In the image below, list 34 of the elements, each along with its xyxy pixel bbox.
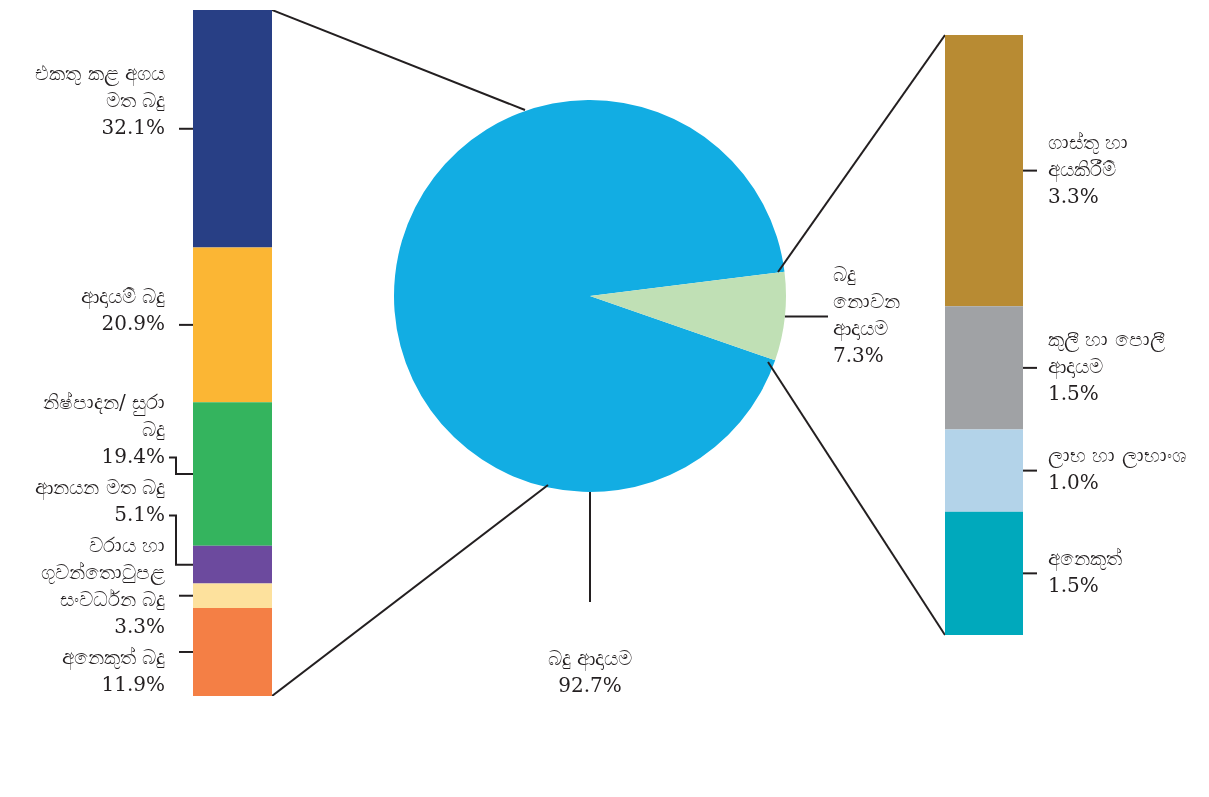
- data-label: 1.5%: [1048, 573, 1099, 598]
- series-label: නිෂ්පාදන/ සුරා බදු: [42, 389, 165, 441]
- data-label: 7.3%: [833, 343, 884, 368]
- bar: [945, 35, 1023, 307]
- data-label: 1.0%: [1048, 470, 1099, 495]
- data-label: 20.9%: [101, 311, 165, 336]
- series-label: අනෙකුත්: [1048, 546, 1122, 572]
- bar: [193, 10, 272, 248]
- bar: [193, 247, 272, 403]
- data-label: 19.4%: [101, 443, 165, 468]
- data-label: 11.9%: [101, 671, 165, 696]
- slice-label: බදු ආදායම: [547, 646, 633, 672]
- series-label: ගාස්තු හා අයකිරීම්: [1048, 129, 1129, 182]
- data-label: 5.1%: [114, 501, 165, 526]
- data-label: 3.3%: [1048, 183, 1099, 208]
- text: ආනයන මත බදු: [35, 474, 165, 500]
- series-label: එකතු කළ අගය මත බදු: [35, 60, 165, 112]
- series-label: ආදායම් බදු: [80, 284, 165, 310]
- data-label: 3.3%: [114, 613, 165, 638]
- series-label: කුලී හා පොලී ආදායම: [1048, 327, 1165, 380]
- series-label: අනෙකුත් බදු: [61, 644, 165, 670]
- bar: [193, 607, 272, 696]
- bar: [945, 429, 1023, 512]
- bar: [193, 583, 272, 608]
- data-label: 1.5%: [1048, 381, 1099, 406]
- series-label: වරාය හා ගුවන්තොටුපළ සංවර්ධන බදු: [41, 532, 165, 611]
- data-label: 92.7%: [558, 673, 622, 698]
- bar: [193, 402, 272, 546]
- bar: [193, 545, 272, 584]
- slice-label: බදු නොවන ආදායම: [833, 262, 900, 342]
- bar: [945, 511, 1023, 635]
- bar: [945, 306, 1023, 430]
- series-label: ලාභ හා ලාභාංශ: [1048, 443, 1186, 469]
- data-label: 32.1%: [101, 114, 165, 139]
